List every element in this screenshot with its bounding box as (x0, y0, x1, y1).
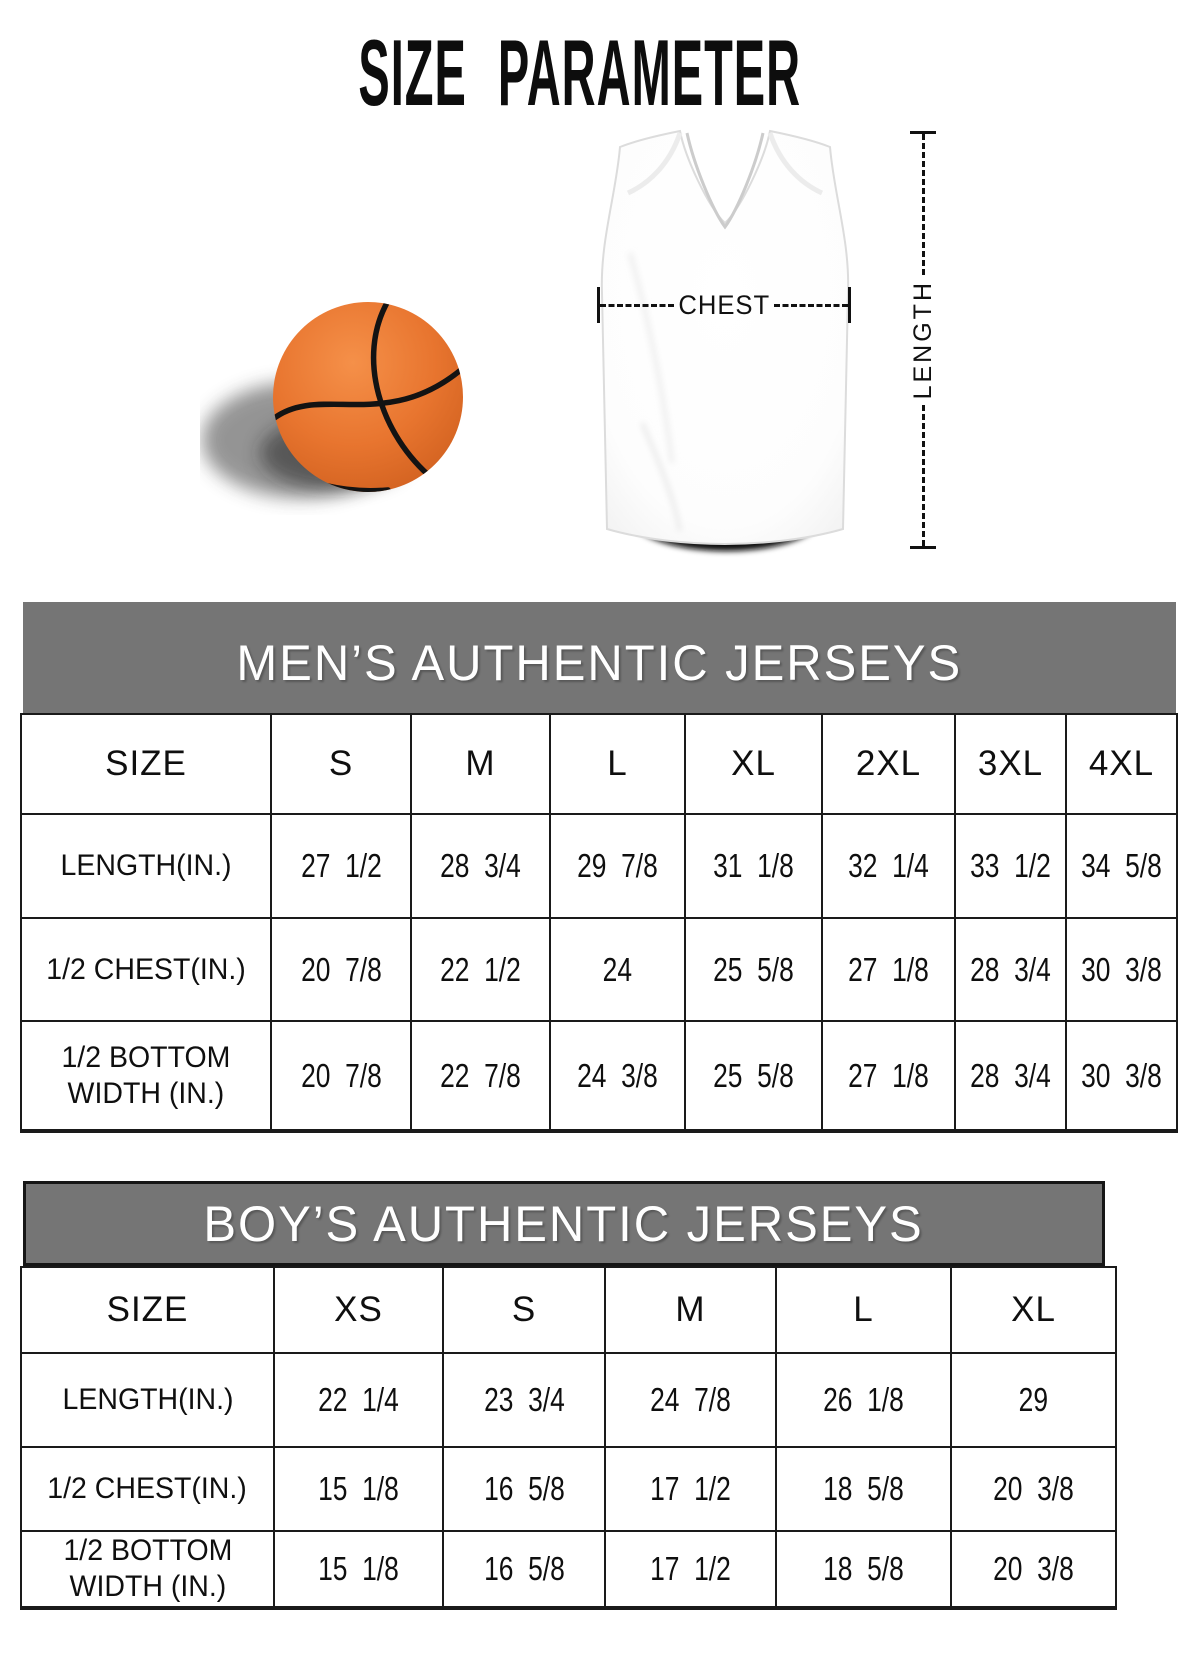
size-value-cell: 22 1/2 (410, 917, 551, 1022)
boy-table-title: BOY’S AUTHENTIC JERSEYS (203, 1195, 925, 1252)
chest-measurement-annotation: CHEST (597, 287, 852, 323)
page-title-text: SIZE PARAMETER (358, 20, 802, 125)
size-value-cell: 22 1/4 (273, 1352, 444, 1448)
row-label: 1/2 CHEST(IN.) (20, 1446, 275, 1532)
size-value-cell: 27 1/8 (821, 1020, 956, 1133)
size-value-cell: 31 1/8 (684, 813, 823, 919)
jersey-body (600, 129, 850, 546)
page-title: SIZE PARAMETER (0, 26, 1160, 120)
length-label: LENGTH (908, 280, 937, 400)
boy-length-row: LENGTH(IN.) 22 1/4 23 3/4 24 7/8 26 1/8 … (20, 1352, 1117, 1448)
jersey-collar (685, 132, 765, 230)
row-label: LENGTH(IN.) (20, 1352, 275, 1448)
men-col-header-m: M (410, 713, 551, 815)
boy-col-header-l: L (775, 1266, 952, 1354)
boy-col-header-m: M (604, 1266, 777, 1354)
row-label: 1/2 CHEST(IN.) (20, 917, 272, 1022)
boy-chest-row: 1/2 CHEST(IN.) 15 1/8 16 5/8 17 1/2 18 5… (20, 1446, 1117, 1532)
boy-size-col-header: SIZE (20, 1266, 275, 1354)
men-length-row: LENGTH(IN.) 27 1/2 28 3/4 29 7/8 31 1/8 … (20, 813, 1178, 919)
men-col-header-s: S (270, 713, 412, 815)
size-value-cell: 22 7/8 (410, 1020, 551, 1133)
size-value-cell: 30 3/8 (1065, 1020, 1178, 1133)
length-bottom-tick (910, 546, 936, 549)
men-table-title: MEN’S AUTHENTIC JERSEYS (236, 634, 963, 691)
boy-bottom-width-row: 1/2 BOTTOM WIDTH (IN.) 15 1/8 16 5/8 17 … (20, 1530, 1117, 1610)
row-label: LENGTH(IN.) (20, 813, 272, 919)
size-value-cell: 25 5/8 (684, 917, 823, 1022)
boy-table-title-band: BOY’S AUTHENTIC JERSEYS (23, 1181, 1105, 1266)
length-lower-dash-line (921, 404, 925, 546)
size-value-cell: 15 1/8 (273, 1530, 444, 1610)
size-value-cell: 24 (549, 917, 686, 1022)
men-size-col-header: SIZE (20, 713, 272, 815)
row-label: 1/2 BOTTOM WIDTH (IN.) (20, 1020, 272, 1133)
jersey-image (600, 129, 850, 552)
size-value-cell: 28 3/4 (410, 813, 551, 919)
length-measurement-annotation: LENGTH (901, 131, 945, 549)
chest-right-tick (848, 287, 852, 323)
size-value-cell: 34 5/8 (1065, 813, 1178, 919)
size-value-cell: 23 3/4 (442, 1352, 606, 1448)
length-top-tick (910, 131, 936, 134)
boy-size-table: SIZE XS S M L XL LENGTH(IN.) 22 1/4 23 3… (20, 1266, 1117, 1610)
men-bottom-width-row: 1/2 BOTTOM WIDTH (IN.) 20 7/8 22 7/8 24 … (20, 1020, 1178, 1133)
chest-left-dash-line (600, 303, 674, 307)
men-col-header-4xl: 4XL (1065, 713, 1178, 815)
basketball-ball (273, 302, 463, 492)
size-value-cell: 26 1/8 (775, 1352, 952, 1448)
size-value-cell: 20 7/8 (270, 1020, 412, 1133)
size-value-cell: 27 1/8 (821, 917, 956, 1022)
size-value-cell: 15 1/8 (273, 1446, 444, 1532)
size-value-cell: 27 1/2 (270, 813, 412, 919)
size-value-cell: 29 (950, 1352, 1117, 1448)
basketball-image (202, 302, 463, 498)
size-value-cell: 16 5/8 (442, 1530, 606, 1610)
size-value-cell: 18 5/8 (775, 1530, 952, 1610)
size-value-cell: 28 3/4 (954, 1020, 1067, 1133)
men-table-title-band: MEN’S AUTHENTIC JERSEYS (23, 602, 1176, 713)
size-value-cell: 20 7/8 (270, 917, 412, 1022)
boy-header-row: SIZE XS S M L XL (20, 1266, 1117, 1354)
size-value-cell: 17 1/2 (604, 1446, 777, 1532)
jersey-shading (626, 132, 824, 532)
size-value-cell: 25 5/8 (684, 1020, 823, 1133)
men-col-header-l: L (549, 713, 686, 815)
size-value-cell: 32 1/4 (821, 813, 956, 919)
row-label: 1/2 BOTTOM WIDTH (IN.) (20, 1530, 275, 1610)
length-upper-dash-line (921, 134, 925, 276)
size-value-cell: 20 3/8 (950, 1446, 1117, 1532)
size-value-cell: 24 3/8 (549, 1020, 686, 1133)
chest-right-dash-line (774, 303, 849, 307)
men-col-header-3xl: 3XL (954, 713, 1067, 815)
size-value-cell: 24 7/8 (604, 1352, 777, 1448)
boy-col-header-xl: XL (950, 1266, 1117, 1354)
men-col-header-2xl: 2XL (821, 713, 956, 815)
size-value-cell: 30 3/8 (1065, 917, 1178, 1022)
size-value-cell: 16 5/8 (442, 1446, 606, 1532)
size-value-cell: 17 1/2 (604, 1530, 777, 1610)
men-header-row: SIZE S M L XL 2XL 3XL 4XL (20, 713, 1178, 815)
men-size-table: SIZE S M L XL 2XL 3XL 4XL LENGTH(IN.) 27… (20, 713, 1178, 1133)
size-value-cell: 18 5/8 (775, 1446, 952, 1532)
men-col-header-xl: XL (684, 713, 823, 815)
size-value-cell: 28 3/4 (954, 917, 1067, 1022)
chest-left-tick (597, 287, 600, 323)
boy-col-header-s: S (442, 1266, 606, 1354)
boy-col-header-xs: XS (273, 1266, 444, 1354)
men-chest-row: 1/2 CHEST(IN.) 20 7/8 22 1/2 24 25 5/8 2… (20, 917, 1178, 1022)
size-value-cell: 29 7/8 (549, 813, 686, 919)
chest-label: CHEST (678, 289, 770, 320)
size-value-cell: 20 3/8 (950, 1530, 1117, 1610)
size-value-cell: 33 1/2 (954, 813, 1067, 919)
